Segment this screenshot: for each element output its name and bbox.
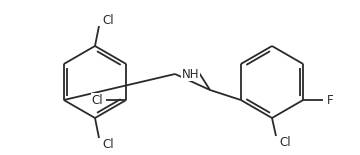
Text: Cl: Cl [279,135,291,148]
Text: Cl: Cl [102,13,114,27]
Text: NH: NH [182,67,199,80]
Text: Cl: Cl [102,137,114,151]
Text: F: F [327,93,333,106]
Text: Cl: Cl [91,93,103,106]
